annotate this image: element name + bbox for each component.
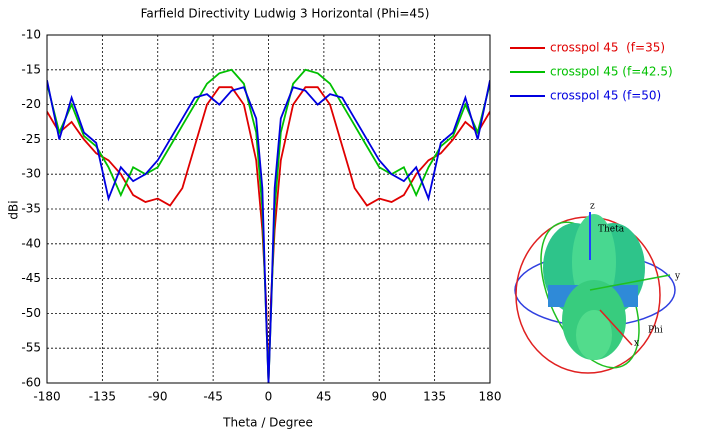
x-tick-label: 0 xyxy=(265,390,273,404)
inset-label: Theta xyxy=(598,225,625,235)
y-tick-label: -25 xyxy=(21,132,41,146)
y-tick-label: -55 xyxy=(21,341,41,355)
x-tick-label: -180 xyxy=(33,390,60,404)
inset-label: y xyxy=(674,272,681,282)
y-axis-label: dBi xyxy=(7,200,21,219)
y-tick-label: -50 xyxy=(21,306,41,320)
x-tick-label: 90 xyxy=(372,390,387,404)
y-tick-label: -60 xyxy=(21,376,41,390)
x-tick-label: -135 xyxy=(89,390,116,404)
y-tick-label: -45 xyxy=(21,271,41,285)
plot-frame xyxy=(46,34,491,384)
y-tick-label: -30 xyxy=(21,167,41,181)
y-tick-label: -40 xyxy=(21,236,41,250)
x-axis-label: Theta / Degree xyxy=(222,416,313,430)
x-tick-label: 45 xyxy=(316,390,331,404)
legend-label: crosspol 45 (f=50) xyxy=(550,89,661,103)
inset-label: x xyxy=(634,339,639,349)
y-tick-label: -35 xyxy=(21,202,41,216)
x-tick-label: 135 xyxy=(423,390,446,404)
legend-label: crosspol 45 (f=42.5) xyxy=(550,65,673,79)
y-tick-label: -10 xyxy=(21,28,41,42)
line xyxy=(47,86,490,383)
x-tick-label: -45 xyxy=(203,390,223,404)
3d-pattern: z Theta y Phi x xyxy=(514,202,681,374)
x-tick-label: -90 xyxy=(148,390,168,404)
legend-label: crosspol 45 (f=35) xyxy=(550,41,665,55)
x-tick-label: 180 xyxy=(479,390,502,404)
inset-label: Phi xyxy=(648,326,663,336)
y-tick-label: -20 xyxy=(21,97,41,111)
line xyxy=(47,80,490,383)
y-tick-label: -15 xyxy=(21,62,41,76)
inset-label: z xyxy=(590,202,595,212)
chart-title: Farfield Directivity Ludwig 3 Horizontal… xyxy=(141,7,430,21)
